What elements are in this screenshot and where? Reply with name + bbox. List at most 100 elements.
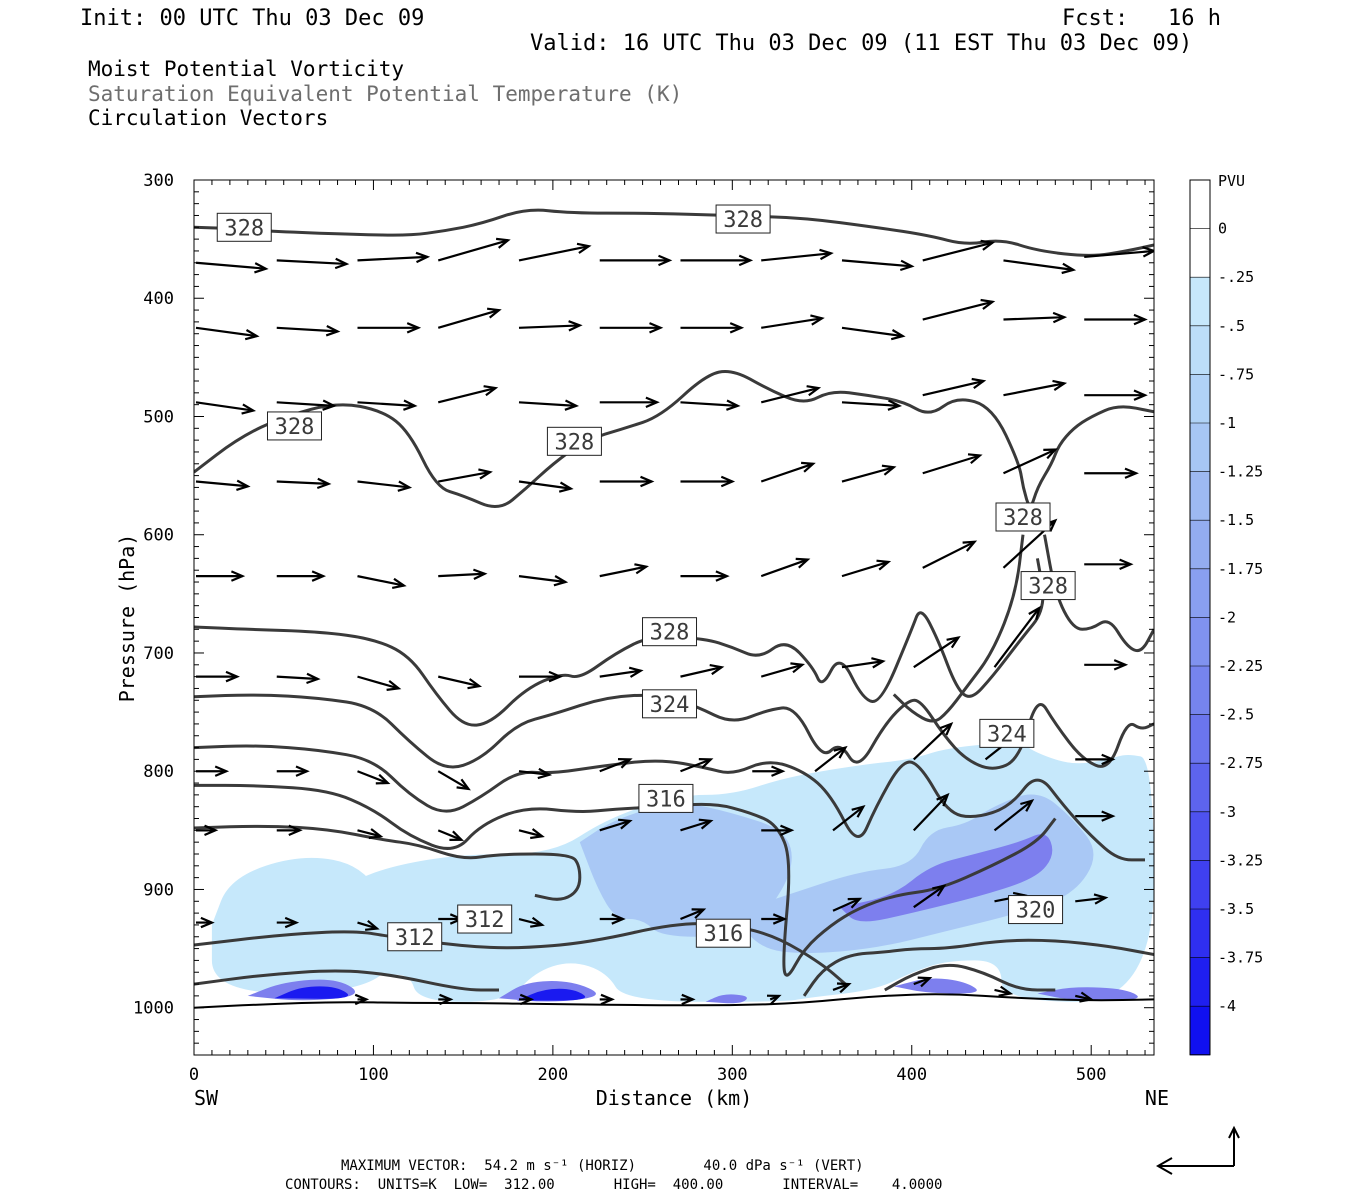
circulation-vector — [276, 257, 350, 270]
vector-head — [899, 259, 915, 272]
contour-label-box — [1020, 571, 1076, 601]
x-tick-label: 0 — [189, 1065, 199, 1085]
vector-shaft — [1075, 896, 1106, 903]
circulation-vector — [680, 664, 725, 678]
circulation-vector — [518, 320, 583, 332]
vector-shaft — [357, 770, 389, 785]
vector-head — [801, 461, 816, 473]
circulation-vector — [680, 399, 741, 411]
vector-head — [833, 745, 848, 759]
vector-head — [486, 307, 502, 319]
vector-shaft — [437, 675, 480, 688]
vector-head — [449, 830, 465, 841]
vector-shaft — [195, 261, 266, 270]
vector-head — [322, 399, 337, 411]
reference-vector-icon — [1155, 1125, 1240, 1175]
circulation-vector — [357, 828, 384, 840]
circulation-vector — [599, 913, 626, 925]
vector-head — [617, 818, 633, 830]
vector-shaft — [841, 326, 903, 338]
circulation-vector — [518, 242, 592, 262]
axis-ticks: 0 100 200 300 400 500 300 400 500 600 700 800 900 100… — [133, 171, 1154, 1085]
vector-head — [691, 908, 707, 919]
circulation-vector — [761, 248, 834, 262]
vector-head — [406, 322, 422, 334]
circulation-vector — [814, 745, 848, 773]
vector-head — [204, 824, 219, 837]
vector-head — [530, 916, 545, 928]
vector-head — [1142, 246, 1154, 258]
vector-shaft — [761, 252, 832, 262]
vector-shaft — [276, 675, 318, 681]
vector-shaft — [437, 387, 496, 404]
contour-label-text: 328 — [650, 621, 690, 646]
colorbar-label: -2.25 — [1218, 657, 1263, 675]
vector-shaft — [518, 770, 550, 776]
vector-shaft — [1003, 259, 1074, 271]
vector-head — [354, 993, 370, 1006]
circulation-vector — [832, 804, 866, 832]
vector-head — [386, 680, 402, 691]
contour-label: 328 — [715, 204, 771, 234]
vector-shaft — [276, 259, 347, 266]
y-axis-title: Pressure (hPa) — [115, 534, 139, 703]
circulation-vector — [195, 261, 269, 274]
vector-head — [780, 824, 795, 837]
vector-head — [415, 251, 431, 264]
circulation-vector — [599, 666, 644, 678]
colorbar-swatch — [1190, 617, 1210, 667]
vector-shaft — [357, 480, 410, 489]
vector-shaft — [993, 799, 1033, 832]
circulation-vector — [357, 480, 413, 492]
y-tick-label: 900 — [143, 880, 174, 900]
circulation-vector — [276, 672, 321, 685]
circulation-vector — [922, 540, 978, 569]
vector-head — [876, 559, 892, 571]
theta-contour-328 — [194, 369, 1154, 509]
vector-head — [473, 568, 488, 580]
vector-shaft — [760, 558, 809, 578]
contour-label-box — [715, 204, 771, 234]
pv-region — [705, 994, 747, 1004]
contour-label: 312 — [457, 904, 513, 934]
vector-head — [295, 765, 310, 777]
pv-region — [579, 804, 792, 937]
contour-labels: 328 328 328 328 328 328 328 324 324 316 316 312 312 3… — [216, 204, 1076, 952]
circulation-vector — [1084, 467, 1139, 479]
circulation-vector — [680, 818, 714, 832]
vector-shaft — [922, 540, 976, 569]
contour-label: 328 — [995, 502, 1051, 532]
vector-shaft — [276, 480, 329, 485]
theta-contour-324 — [194, 693, 1154, 770]
vector-head — [819, 248, 834, 261]
vector-head — [325, 325, 341, 337]
circulation-vector — [357, 675, 402, 691]
vector-shaft — [680, 758, 712, 773]
colorbar-label: -2.5 — [1218, 706, 1254, 724]
vector-head — [681, 993, 696, 1006]
vector-shaft — [357, 675, 399, 690]
vector-shaft — [761, 317, 823, 329]
circulation-vector — [438, 993, 454, 1006]
contour-label-text: 328 — [1028, 575, 1068, 600]
vector-head — [881, 464, 897, 476]
colorbar-label: -.75 — [1218, 365, 1254, 383]
contour-label-text: 312 — [395, 926, 435, 951]
circulation-vector — [1084, 659, 1129, 671]
circulation-vector — [1075, 893, 1109, 905]
vector-head — [1101, 753, 1116, 766]
x-axis-title: Distance (km) — [596, 1086, 753, 1110]
vector-shaft — [680, 908, 705, 921]
circulation-vector — [437, 770, 471, 791]
colorbar-label: -3.75 — [1218, 949, 1263, 967]
vector-head — [634, 563, 649, 575]
x-tick-label: 100 — [358, 1065, 389, 1085]
circulation-vector — [437, 675, 483, 690]
vector-head — [738, 254, 754, 267]
circulation-vector — [922, 239, 996, 262]
vector-head — [649, 322, 664, 334]
circulation-vector — [437, 307, 502, 329]
circulation-vector — [766, 994, 782, 1006]
vector-shaft — [276, 401, 335, 407]
